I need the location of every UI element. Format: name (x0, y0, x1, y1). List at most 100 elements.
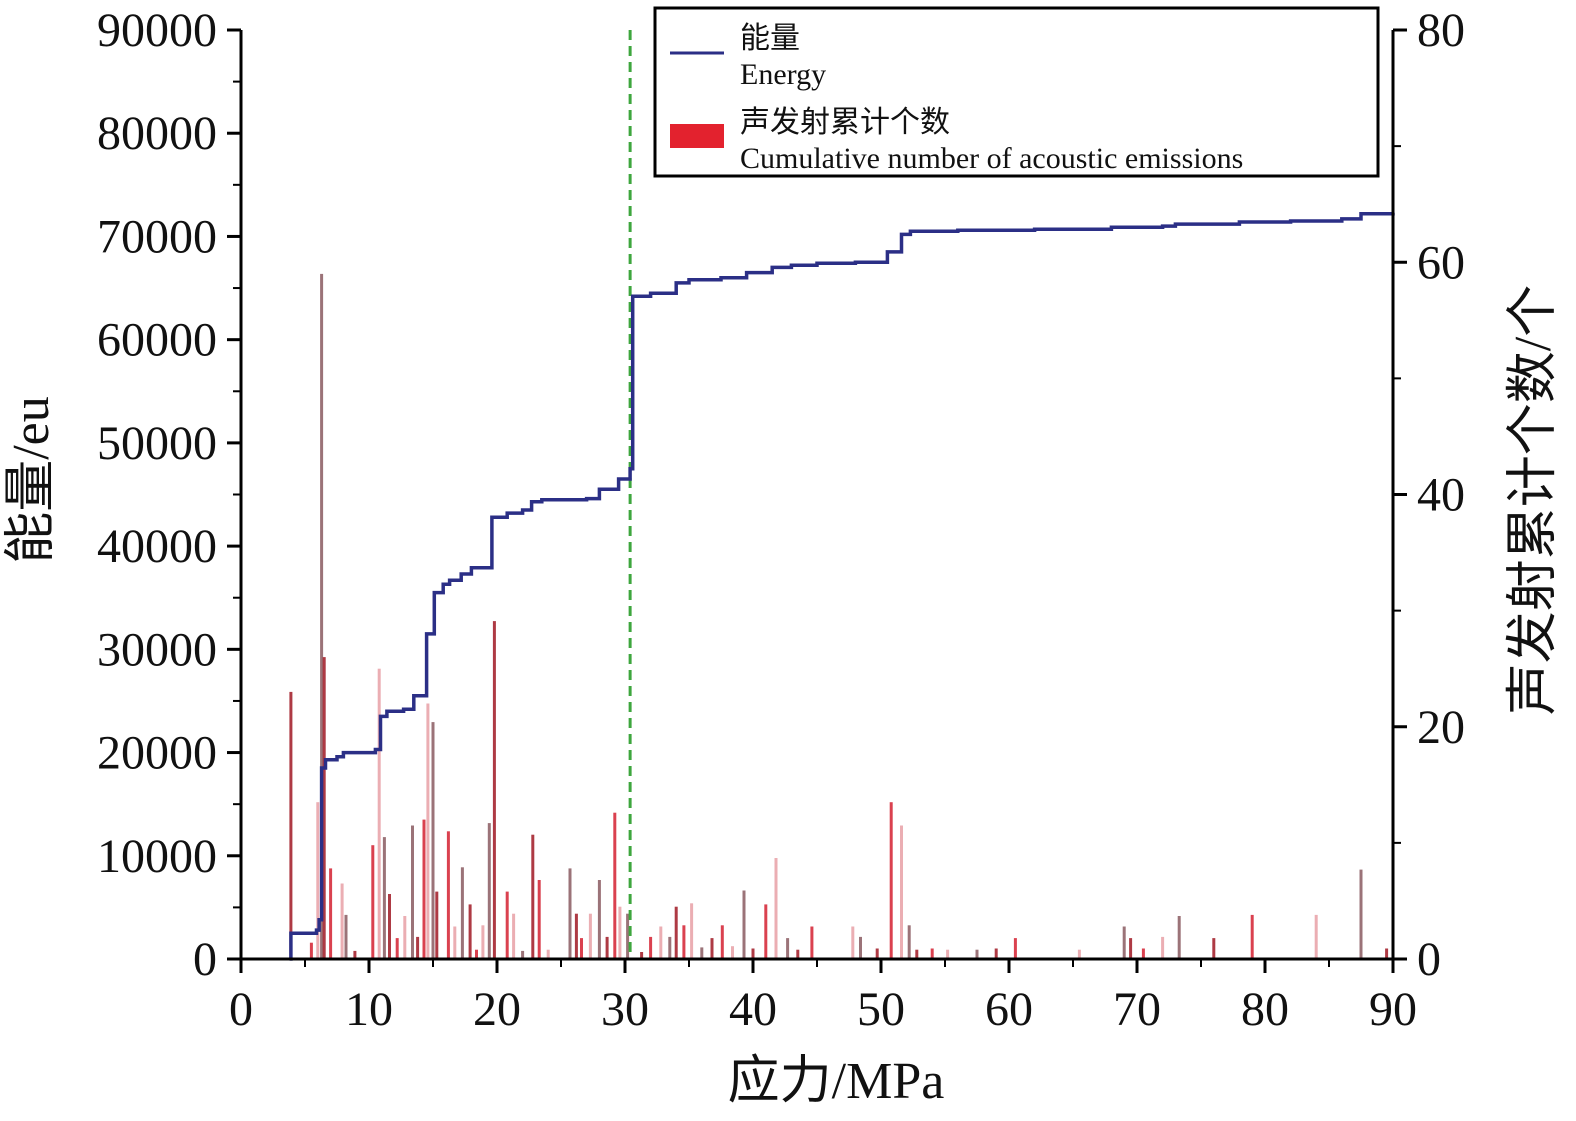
y-right-tick-label: 80 (1417, 4, 1465, 57)
emission-bar (512, 913, 516, 959)
energy-line-layer (289, 211, 1395, 961)
emission-bar (674, 906, 678, 959)
emission-bar (1077, 949, 1081, 959)
emission-bar (531, 834, 535, 959)
y-left-tick-label: 50000 (97, 417, 217, 470)
legend-emission-swatch (670, 124, 724, 148)
legend: 能量 Energy 声发射累计个数 Cumulative number of a… (653, 6, 1380, 178)
x-tick-label: 0 (229, 983, 253, 1036)
legend-emission-label-cn: 声发射累计个数 (740, 106, 950, 139)
x-tick-label: 70 (1113, 983, 1161, 1036)
legend-energy-label-en: Energy (740, 58, 826, 91)
emission-bar (320, 273, 324, 959)
y-left-tick-label: 90000 (97, 4, 217, 57)
emission-bar (382, 837, 386, 959)
emission-bar (481, 925, 485, 959)
emission-bar (395, 938, 399, 959)
emission-bar (859, 936, 862, 959)
emission-bar (371, 845, 375, 959)
emission-bar (774, 858, 778, 959)
emission-bar (915, 949, 919, 959)
y-right-tick-label: 60 (1417, 236, 1465, 289)
emission-bar (537, 880, 541, 959)
emission-bar (649, 936, 653, 959)
y-right-tick-label: 20 (1417, 701, 1465, 754)
emission-bar (690, 903, 694, 959)
x-tick-label: 60 (985, 983, 1033, 1036)
emission-bar (416, 936, 420, 959)
emission-bar (682, 925, 686, 959)
emission-bar (422, 819, 426, 959)
x-tick-label: 90 (1369, 983, 1417, 1036)
emission-bar (344, 914, 348, 959)
emission-bar (316, 802, 320, 959)
energy-line (289, 211, 1395, 961)
emission-bar (289, 691, 293, 959)
emission-bar (322, 657, 326, 959)
emission-bar (668, 936, 672, 959)
y-axis-right-title: 声发射累计个数/个 (1505, 285, 1562, 715)
y-axis-left-title: 能量/eu (3, 396, 60, 564)
emission-bar (930, 948, 934, 959)
emission-bar (546, 949, 550, 959)
emission-bar (1122, 926, 1126, 959)
emission-bar (1141, 948, 1145, 959)
x-tick-label: 20 (473, 983, 521, 1036)
emission-bar (568, 868, 572, 959)
emission-bar (597, 880, 601, 959)
emission-bar (588, 913, 592, 959)
emission-bar (460, 867, 464, 959)
emission-bar (710, 938, 714, 959)
y-left-tick-label: 20000 (97, 727, 217, 780)
y-left-tick-label: 40000 (97, 520, 217, 573)
emission-bar (851, 926, 855, 959)
emission-bar (411, 825, 414, 959)
emission-bar (453, 926, 457, 959)
legend-emission-label-en: Cumulative number of acoustic emissions (740, 142, 1243, 175)
emission-bar (907, 925, 911, 959)
emission-bar (720, 925, 724, 959)
emission-bar (946, 949, 950, 959)
emission-bar (353, 950, 357, 959)
y-left-tick-label: 80000 (97, 107, 217, 160)
emission-bars (289, 273, 1389, 959)
emission-bar (1177, 916, 1181, 959)
emission-bar (900, 825, 903, 959)
emission-bar (431, 722, 435, 959)
emission-bar (580, 938, 583, 959)
emission-bar (574, 913, 578, 959)
y-right-tick-label: 0 (1417, 933, 1441, 986)
emission-bar (640, 952, 644, 959)
emission-bar (1359, 869, 1363, 959)
emission-bar (786, 938, 790, 959)
emission-bar (377, 668, 381, 959)
x-axis-title: 应力/MPa (728, 1053, 945, 1110)
emission-bar (796, 949, 800, 959)
axes: 0 10 20 30 40 50 60 70 80 90010000200003000040000… (97, 4, 1465, 1036)
emission-bar (475, 949, 478, 959)
x-tick-label: 10 (345, 983, 393, 1036)
emission-bar (1212, 938, 1216, 959)
emission-bar (388, 894, 391, 959)
emission-bar (426, 703, 430, 959)
emission-bar (742, 890, 746, 959)
y-right-tick-label: 40 (1417, 469, 1465, 522)
x-tick-label: 30 (601, 983, 649, 1036)
x-tick-label: 80 (1241, 983, 1289, 1036)
emission-bar (521, 950, 525, 959)
legend-energy-label-cn: 能量 (740, 22, 800, 55)
y-left-tick-label: 30000 (97, 623, 217, 676)
y-left-tick-label: 60000 (97, 314, 217, 367)
emission-bar (446, 831, 450, 959)
emission-bar (505, 891, 509, 959)
emission-bar (731, 946, 734, 959)
emission-bar (751, 948, 755, 959)
emission-bar (994, 948, 998, 959)
emission-bar (1385, 948, 1389, 959)
emission-bar (329, 868, 333, 959)
emission-bar (1129, 938, 1133, 959)
emission-bar (764, 904, 768, 959)
emission-bar (605, 936, 609, 959)
emission-bar (487, 823, 491, 959)
